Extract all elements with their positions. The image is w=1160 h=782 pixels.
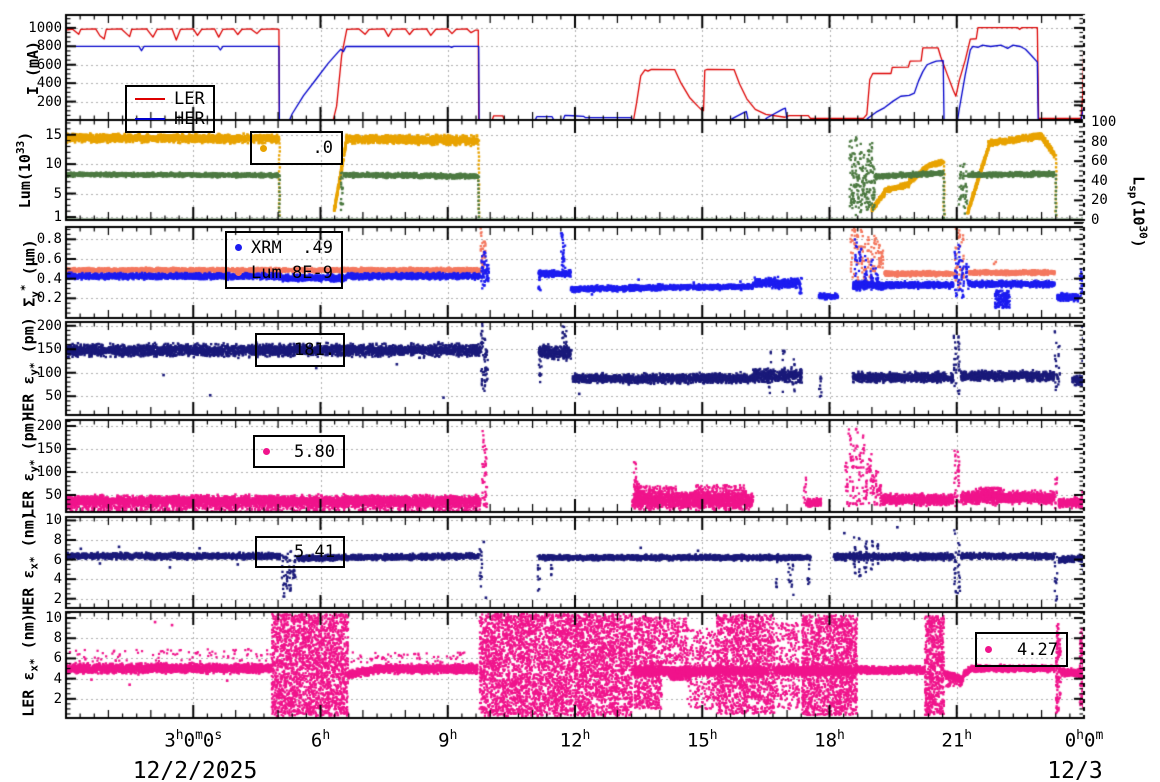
xtick-hour-label: 12h: [559, 728, 591, 752]
sigma-y-axis-title: Σy* (μm): [18, 238, 42, 307]
sigma-y-ytick: 0.4: [36, 270, 62, 287]
current-legend: LER HER: [125, 85, 215, 133]
legend-value: 4.27: [1017, 639, 1058, 660]
her-emittance-x-ytick: 10: [45, 512, 62, 529]
date-label-right: 12/3: [1047, 758, 1103, 782]
legend-dot-marker-icon: [985, 646, 992, 653]
her-emittance-x-ytick: 8: [53, 531, 62, 548]
ler-emittance-y-ytick: 150: [36, 440, 62, 457]
her-emittance-y-ytick: 50: [45, 388, 62, 405]
luminosity-ytick: 15: [45, 126, 62, 143]
legend-series-name: Lum: [251, 262, 282, 283]
luminosity-ytick: 1: [53, 209, 62, 226]
legend-entry: .0: [260, 135, 333, 161]
xtick-hour-label: 9h: [438, 728, 458, 752]
ler-emittance-x-ytick: 4: [53, 670, 62, 687]
luminosity-right-axis-title: Lsp(1030): [1126, 176, 1150, 248]
legend-line-marker-icon: [135, 98, 165, 100]
legend-value: 5.41: [294, 542, 335, 562]
her-emittance-y-ytick: 150: [36, 341, 62, 358]
legend-series-name: LER: [174, 89, 205, 109]
luminosity-ytick-right: 20: [1091, 192, 1108, 209]
ler-emittance-x-ytick: 8: [53, 630, 62, 647]
legend-value: .49: [302, 237, 333, 258]
luminosity-axis-title: Lum(1033): [14, 131, 34, 209]
current-ytick: 400: [36, 75, 62, 92]
her-emittance-y-ytick: 200: [36, 317, 62, 334]
ler-emittance-y-ytick: 100: [36, 463, 62, 480]
legend-entry: 5.80: [263, 439, 335, 464]
current-ytick: 200: [36, 93, 62, 110]
current-ytick: 600: [36, 56, 62, 73]
sigma-y-legend: XRM .49 Lum 8E-9: [225, 231, 343, 289]
luminosity-ytick-right: 0: [1091, 212, 1100, 228]
legend-entry: XRM .49: [235, 235, 333, 260]
xtick-hour-label: 0h0m: [1064, 728, 1104, 752]
her-emittance-x-ytick: 6: [53, 551, 62, 568]
legend-entry: LER: [135, 89, 205, 109]
ler-emittance-y-legend: 5.80: [253, 435, 345, 468]
ler-emittance-x-axis-title: LER εx* (nm): [19, 613, 41, 717]
luminosity-legend: .0: [250, 131, 343, 165]
sigma-y-ytick: 0.8: [36, 231, 62, 248]
luminosity-ytick-right: 60: [1091, 153, 1108, 170]
her-emittance-x-legend: 5.41: [255, 536, 345, 568]
xtick-hour-label: 18h: [814, 728, 845, 752]
ler-emittance-y-ytick: 50: [45, 486, 62, 503]
her-emittance-y-ytick: 100: [36, 364, 62, 381]
luminosity-ytick: 5: [53, 185, 62, 202]
ler-emittance-y-axis-title: LER εy* (pm): [19, 414, 41, 518]
xtick-hour-label: 3h0m0s: [164, 728, 223, 752]
legend-value: 181.: [294, 340, 335, 360]
legend-line-marker-icon: [135, 118, 165, 120]
legend-series-name: HER: [174, 109, 205, 129]
current-ytick: 1000: [28, 19, 62, 36]
xtick-hour-label: 6h: [310, 728, 331, 752]
legend-value: 5.80: [294, 441, 335, 462]
legend-dot-marker-icon: [235, 244, 242, 251]
legend-dot-marker-icon: [260, 144, 267, 152]
legend-entry: 181.: [265, 337, 335, 363]
legend-entry: 5.41: [265, 540, 335, 564]
xtick-hour-label: 21h: [941, 728, 973, 752]
date-label-left: 12/2/2025: [132, 758, 258, 782]
her-emittance-y-axis-title: HER εy* (pm): [19, 316, 41, 421]
ler-emittance-x-legend: 4.27: [975, 632, 1068, 667]
ler-emittance-y-ytick: 200: [36, 417, 62, 434]
legend-value: 8E-9: [292, 262, 333, 283]
luminosity-ytick-right: 80: [1091, 133, 1108, 150]
legend-entry: HER: [135, 109, 205, 129]
legend-entry: 4.27: [985, 636, 1058, 663]
luminosity-ytick: 10: [45, 156, 62, 173]
legend-dot-marker-icon: [235, 269, 242, 276]
her-emittance-x-axis-title: HER εx* (nm): [19, 510, 41, 615]
sigma-y-ytick: 0.2: [36, 290, 62, 307]
her-emittance-x-ytick: 4: [53, 571, 62, 588]
her-emittance-x-ytick: 2: [53, 590, 62, 607]
legend-dot-marker-icon: [263, 448, 270, 455]
ler-emittance-x-ytick: 10: [45, 610, 62, 627]
luminosity-ytick-right: 40: [1091, 172, 1108, 189]
xtick-hour-label: 15h: [686, 728, 718, 752]
legend-series-name: XRM: [251, 237, 282, 258]
legend-value: .0: [312, 138, 333, 158]
luminosity-ytick-right: 100: [1091, 113, 1117, 130]
ler-emittance-x-ytick: 2: [53, 690, 62, 707]
sigma-y-ytick: 0.6: [36, 250, 62, 267]
ler-emittance-x-ytick: 6: [53, 650, 62, 667]
current-ytick: 800: [36, 38, 62, 55]
current-axis-title: I (mA): [24, 40, 42, 95]
her-emittance-y-legend: 181.: [255, 333, 345, 367]
legend-entry: Lum 8E-9: [235, 260, 333, 285]
